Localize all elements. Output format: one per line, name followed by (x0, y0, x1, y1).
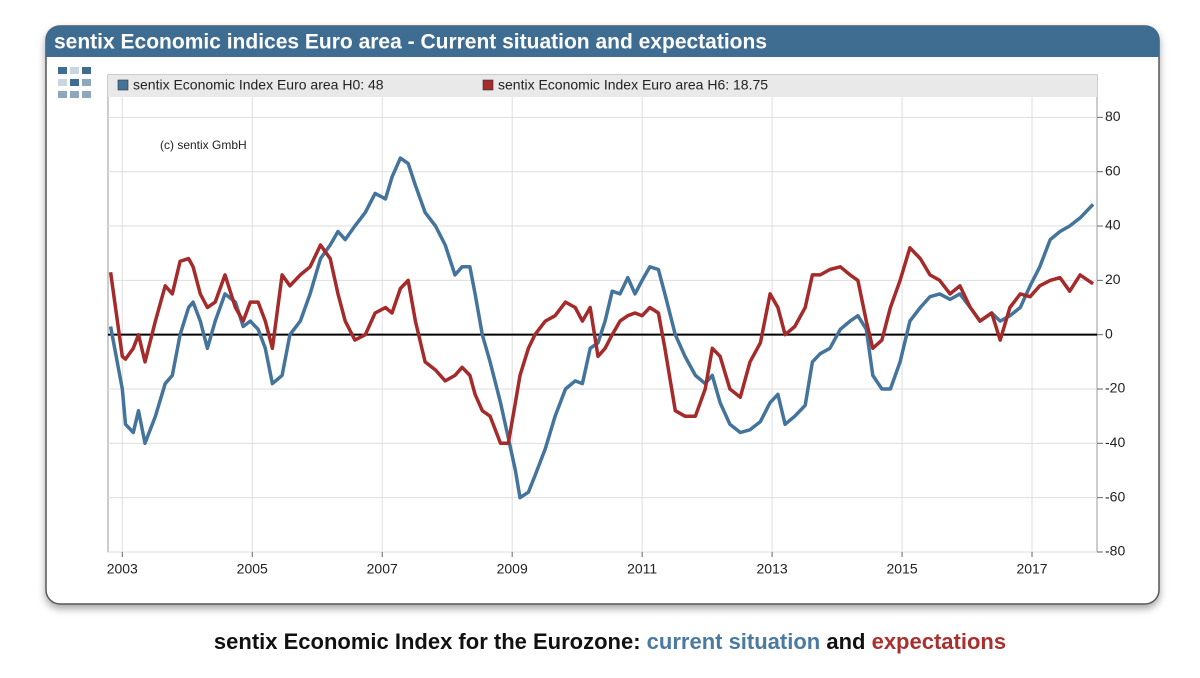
series-line (108, 243, 1095, 446)
x-tick-label: 2009 (497, 561, 528, 577)
plot-area (107, 74, 1098, 553)
caption-part: expectations (872, 629, 1007, 654)
x-tick-label: 2007 (367, 561, 398, 577)
y-tick-label: 60 (1105, 162, 1121, 178)
y-tick-label: -40 (1105, 434, 1125, 450)
x-tick-label: 2011 (627, 561, 657, 577)
y-tick-label: 40 (1105, 217, 1121, 233)
x-tick-label: 2017 (1016, 561, 1047, 577)
y-tick-label: -80 (1105, 543, 1125, 559)
header-bar (46, 26, 1159, 57)
x-tick-label: 2003 (107, 561, 138, 577)
y-tick-label: 80 (1105, 108, 1121, 124)
series-line (108, 156, 1095, 500)
y-tick-label: -60 (1105, 488, 1125, 504)
annotation: (c) sentix GmbH (160, 138, 247, 152)
x-tick-label: 2015 (886, 561, 917, 577)
legend-swatch (117, 79, 129, 91)
y-tick-label: -20 (1105, 380, 1125, 396)
caption-part: and (820, 629, 871, 654)
caption: sentix Economic Index for the Eurozone: … (214, 629, 1006, 654)
legend-label: sentix Economic Index Euro area H0: 48 (133, 77, 384, 93)
x-tick-label: 2013 (757, 561, 788, 577)
chart-title: sentix Economic indices Euro area - Curr… (54, 31, 767, 54)
legend-band (108, 75, 1097, 97)
logo (58, 67, 91, 98)
legend-swatch (482, 79, 494, 91)
y-tick-label: 20 (1105, 271, 1121, 287)
x-tick-label: 2005 (237, 561, 268, 577)
caption-part: sentix Economic Index for the Eurozone: (214, 629, 647, 654)
caption-part: current situation (647, 629, 821, 654)
legend-label: sentix Economic Index Euro area H6: 18.7… (498, 77, 768, 93)
y-tick-label: 0 (1105, 325, 1113, 341)
